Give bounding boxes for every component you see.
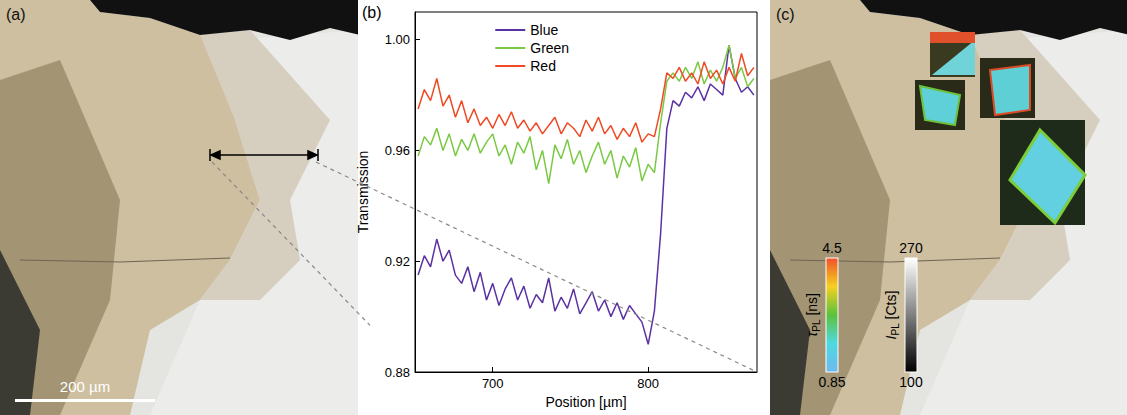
svg-text:(a): (a) [6,6,26,23]
svg-text:0.88: 0.88 [385,365,410,380]
svg-text:Transmission: Transmission [355,151,371,234]
svg-text:200 µm: 200 µm [60,378,110,395]
svg-text:4.5: 4.5 [822,240,842,256]
svg-text:0.85: 0.85 [818,374,845,390]
svg-text:IPL [Cts]: IPL [Cts] [883,291,901,340]
svg-text:(c): (c) [776,6,795,23]
svg-text:0.92: 0.92 [385,254,410,269]
svg-text:Blue: Blue [530,22,558,38]
svg-text:τPL [ns]: τPL [ns] [804,293,822,337]
svg-text:Green: Green [530,40,569,56]
svg-text:270: 270 [899,240,923,256]
svg-text:800: 800 [637,376,659,391]
svg-text:(b): (b) [362,4,382,21]
svg-text:100: 100 [899,374,923,390]
svg-text:0.96: 0.96 [385,143,410,158]
svg-text:Position [µm]: Position [µm] [545,394,626,410]
svg-text:700: 700 [482,376,504,391]
svg-text:Red: Red [530,58,556,74]
svg-text:1.00: 1.00 [385,32,410,47]
